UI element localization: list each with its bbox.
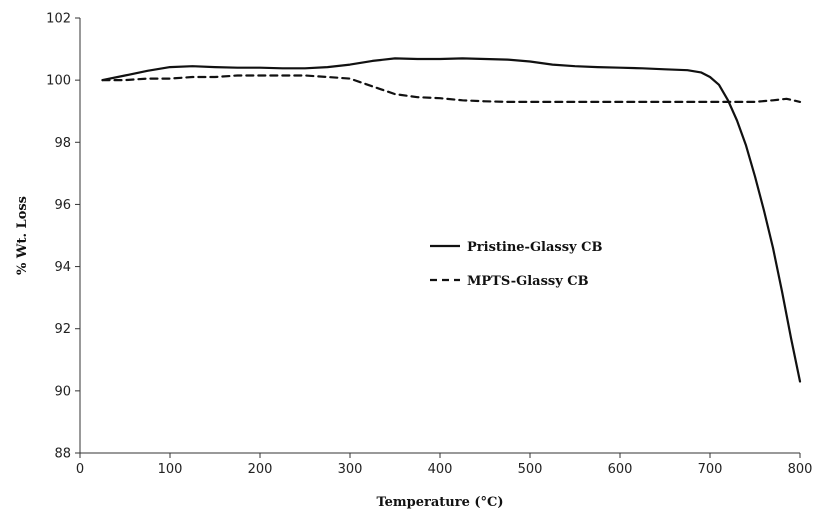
x-tick-label: 700 <box>698 462 723 477</box>
legend-label-mpts: MPTS-Glassy CB <box>467 274 589 289</box>
series-group <box>101 57 802 383</box>
legend-label-pristine: Pristine-Glassy CB <box>467 240 602 255</box>
y-axis-title: % Wt. Loss <box>15 196 30 275</box>
x-tick-label: 0 <box>76 462 84 477</box>
y-tick-label: 102 <box>46 12 71 27</box>
series-line-pristine <box>101 57 802 383</box>
y-tick-label: 92 <box>54 322 71 337</box>
x-tick-label: 200 <box>248 462 273 477</box>
legend: Pristine-Glassy CB MPTS-Glassy CB <box>430 240 602 289</box>
x-ticks: 0 100 200 300 400 500 600 700 800 <box>76 453 813 477</box>
y-tick-label: 98 <box>54 136 71 151</box>
plot-area: 88 90 92 94 96 98 100 102 0 100 200 300 400 500 600 70… <box>46 12 812 478</box>
x-tick-label: 800 <box>788 462 813 477</box>
y-ticks: 88 90 92 94 96 98 100 102 <box>46 12 80 462</box>
x-tick-label: 300 <box>338 462 363 477</box>
y-tick-label: 96 <box>54 198 71 213</box>
series-line-mpts <box>101 74 802 103</box>
x-tick-label: 500 <box>518 462 543 477</box>
y-tick-label: 88 <box>54 447 71 462</box>
x-tick-label: 100 <box>158 462 183 477</box>
x-axis-title: Temperature (°C) <box>376 495 503 510</box>
x-tick-label: 600 <box>608 462 633 477</box>
y-tick-label: 100 <box>46 74 71 89</box>
x-tick-label: 400 <box>428 462 453 477</box>
y-tick-label: 90 <box>54 384 71 399</box>
y-tick-label: 94 <box>54 260 71 275</box>
